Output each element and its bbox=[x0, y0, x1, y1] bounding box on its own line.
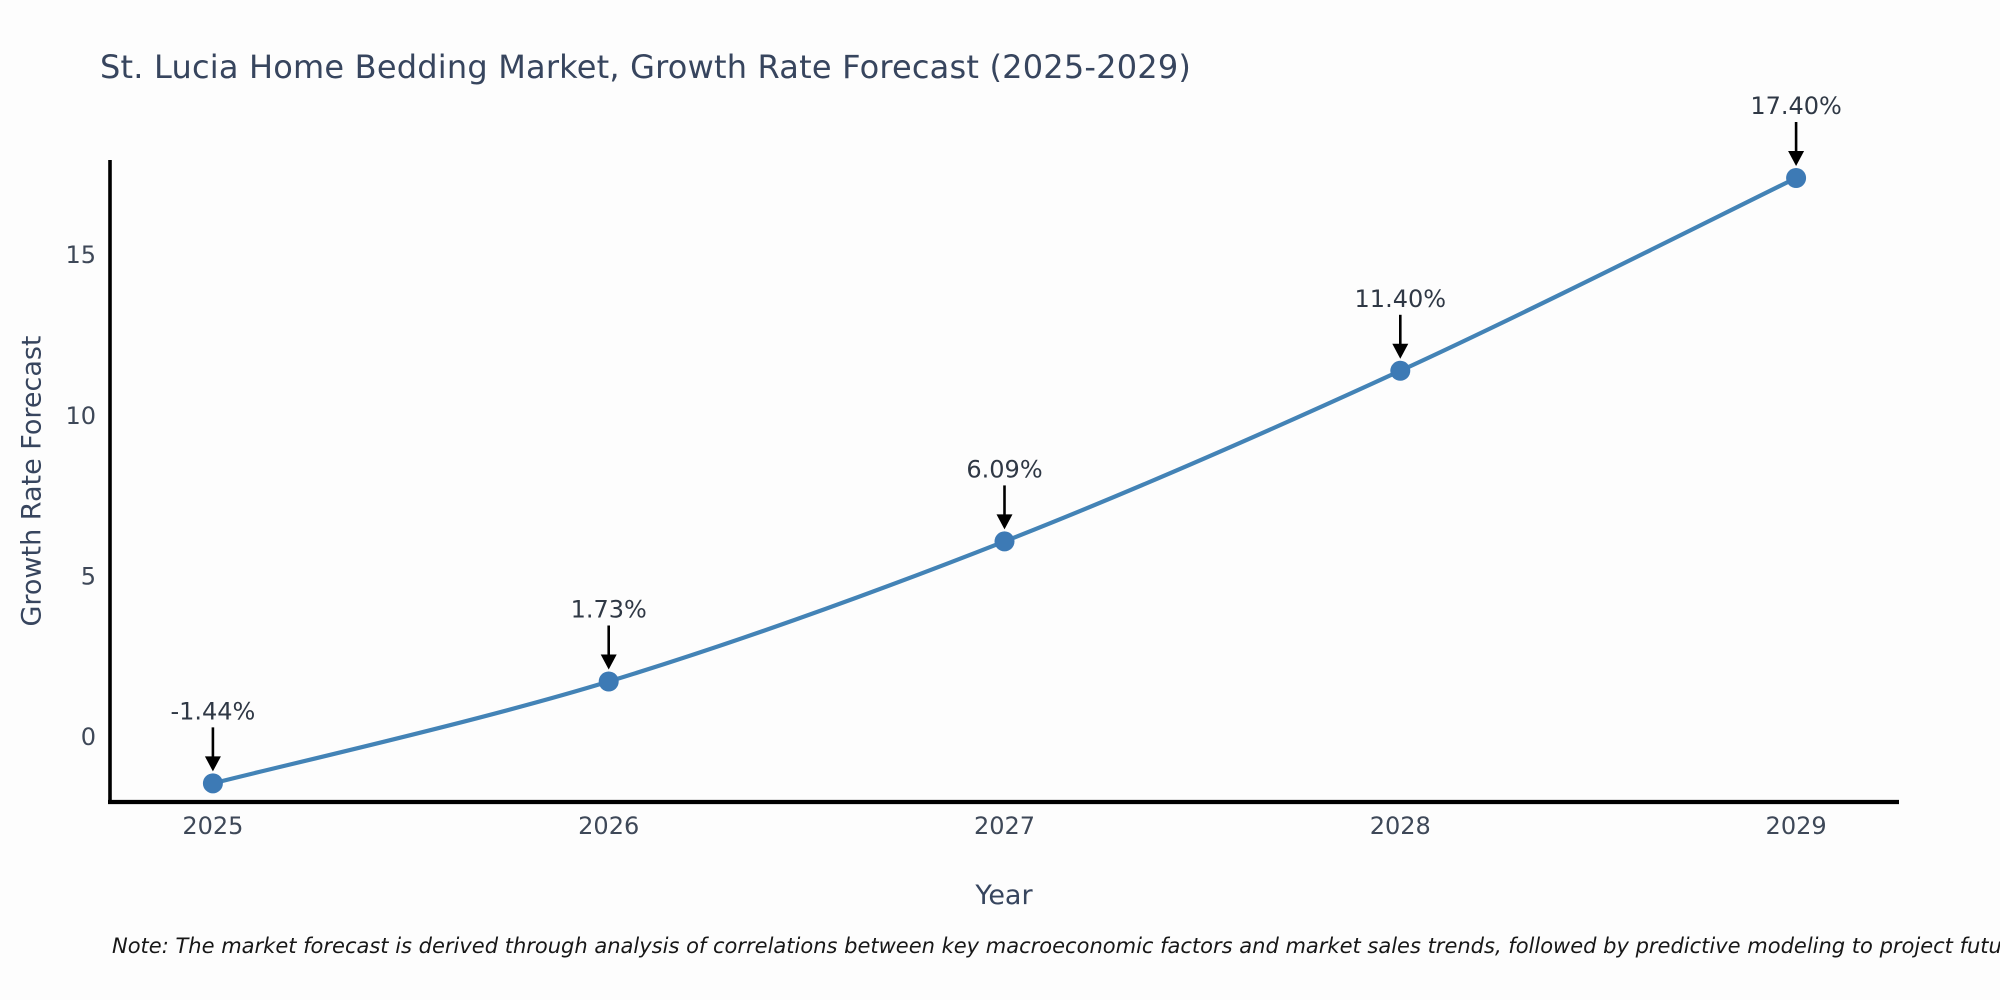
y-tick-label: 5 bbox=[81, 562, 96, 590]
data-point-marker bbox=[202, 773, 223, 794]
data-point-label: 6.09% bbox=[966, 455, 1042, 483]
y-tick-label: 15 bbox=[65, 241, 96, 269]
annotation-arrow-head bbox=[996, 514, 1013, 530]
footnote: Note: The market forecast is derived thr… bbox=[112, 934, 2000, 958]
annotation-arrow-head bbox=[1788, 150, 1805, 166]
annotation-arrow-head bbox=[204, 756, 221, 772]
annotation-arrow-head bbox=[600, 654, 617, 670]
x-tick-label: 2026 bbox=[578, 812, 639, 840]
data-point-marker bbox=[598, 671, 619, 692]
y-tick-label: 0 bbox=[81, 723, 96, 751]
data-point-label: 1.73% bbox=[571, 596, 647, 624]
x-axis-title: Year bbox=[975, 880, 1033, 911]
annotation-arrow-head bbox=[1392, 343, 1409, 359]
data-point-marker bbox=[994, 531, 1015, 552]
x-tick-label: 2028 bbox=[1370, 812, 1431, 840]
x-tick-label: 2027 bbox=[974, 812, 1035, 840]
x-tick-label: 2025 bbox=[182, 812, 243, 840]
chart-title: St. Lucia Home Bedding Market, Growth Ra… bbox=[100, 48, 1192, 86]
y-tick-label: 10 bbox=[65, 402, 96, 430]
data-point-marker bbox=[1786, 167, 1807, 188]
data-point-label: 11.40% bbox=[1355, 285, 1447, 313]
data-point-marker bbox=[1390, 360, 1411, 381]
x-tick-label: 2029 bbox=[1766, 812, 1827, 840]
data-point-label: -1.44% bbox=[170, 697, 255, 725]
data-point-label: 17.40% bbox=[1750, 92, 1842, 120]
